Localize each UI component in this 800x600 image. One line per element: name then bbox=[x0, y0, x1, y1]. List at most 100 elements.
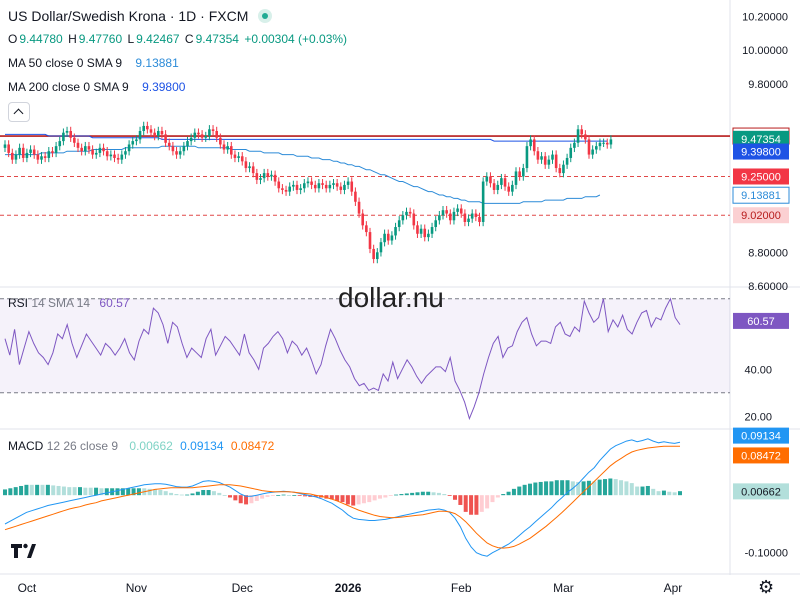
macd-histogram-bar bbox=[517, 486, 522, 496]
candle-body bbox=[470, 213, 474, 219]
macd-value-tag-label: 0.00662 bbox=[741, 486, 781, 498]
candle-body bbox=[54, 146, 58, 153]
rsi-value-tag-label: 60.57 bbox=[747, 316, 775, 328]
macd-histogram-bar bbox=[463, 495, 468, 512]
macd-histogram-bar bbox=[78, 487, 82, 496]
macd-histogram-bar bbox=[335, 495, 340, 501]
candle-body bbox=[40, 156, 43, 160]
price-tag bbox=[733, 168, 789, 185]
macd-histogram-bar bbox=[281, 494, 286, 496]
candle-body bbox=[266, 173, 270, 177]
macd-histogram-bar bbox=[656, 491, 661, 496]
candle-body bbox=[240, 156, 244, 162]
open-value: 9.44780 bbox=[19, 32, 63, 46]
macd-histogram-bar bbox=[270, 495, 275, 496]
macd-histogram-bar bbox=[479, 495, 484, 512]
candle-body bbox=[80, 147, 83, 152]
price-tick-label: 9.80000 bbox=[748, 79, 788, 91]
macd-histogram-bar bbox=[619, 480, 624, 496]
candle-body bbox=[419, 228, 423, 234]
macd-histogram-bar bbox=[372, 495, 377, 501]
macd-histogram-bar bbox=[490, 495, 495, 503]
candle-body bbox=[317, 183, 321, 189]
macd-histogram-bar bbox=[603, 479, 607, 496]
low-label: L bbox=[127, 32, 135, 46]
candle-body bbox=[189, 137, 193, 142]
macd-histogram-bar bbox=[72, 487, 77, 496]
candle-body bbox=[171, 146, 175, 152]
candle-body bbox=[591, 149, 594, 155]
macd-histogram-bar bbox=[378, 495, 382, 499]
chart-settings-gear-icon[interactable]: ⚙ bbox=[758, 577, 775, 597]
macd-histogram-bar bbox=[624, 481, 629, 496]
candle-body bbox=[540, 156, 543, 160]
candle-body bbox=[361, 213, 364, 226]
x-tick-label: Feb bbox=[451, 581, 472, 595]
candle-body bbox=[149, 129, 153, 133]
macd-histogram-bar bbox=[324, 495, 329, 499]
candle-body bbox=[109, 154, 113, 157]
candle-body bbox=[449, 213, 452, 221]
candle-body bbox=[489, 176, 492, 184]
candle-body bbox=[178, 151, 182, 155]
price-tags: 9.490009.473549.398009.250009.138819.020… bbox=[732, 127, 790, 500]
macd-histogram-bar bbox=[201, 490, 206, 496]
macd-histogram-bar bbox=[244, 495, 249, 505]
macd-histogram-bar bbox=[99, 488, 104, 496]
macd-histogram-bar bbox=[169, 492, 174, 496]
candle-body bbox=[197, 132, 200, 135]
ma200-legend[interactable]: MA 200 close 0 SMA 9 9.39800 bbox=[8, 80, 187, 94]
candle-body bbox=[598, 142, 602, 147]
ma50-legend[interactable]: MA 50 close 0 SMA 9 9.13881 bbox=[8, 56, 181, 70]
macd-histogram-bar bbox=[265, 495, 270, 497]
candle-body bbox=[29, 149, 32, 153]
macd-histogram-bar bbox=[297, 495, 302, 496]
candle-body bbox=[248, 166, 251, 169]
candle-body bbox=[3, 144, 7, 148]
price-tag-label: 9.39800 bbox=[741, 147, 781, 159]
candle-body bbox=[445, 210, 448, 214]
candle-body bbox=[288, 186, 291, 192]
rsi-line bbox=[4, 297, 681, 421]
macd-histogram-bar bbox=[522, 484, 527, 496]
macd-legend[interactable]: MACD 12 26 close 9 0.00662 0.09134 0.084… bbox=[8, 439, 274, 453]
macd-histogram-bar bbox=[404, 493, 409, 496]
symbol-title-text: US Dollar/Swedish Krona · 1D · FXCM bbox=[8, 8, 249, 24]
candle-body bbox=[127, 144, 131, 152]
macd-histogram-bar bbox=[661, 490, 666, 496]
macd-histogram-bar bbox=[544, 481, 549, 496]
candle-body bbox=[346, 181, 350, 185]
candle-body bbox=[332, 183, 335, 185]
rsi-legend[interactable]: RSI 14 SMA 14 60.57 bbox=[8, 296, 129, 310]
macd-histogram-bar bbox=[206, 490, 211, 496]
candle-body bbox=[452, 211, 456, 221]
macd-histogram-bar bbox=[576, 481, 581, 496]
x-tick-label: Nov bbox=[126, 581, 147, 595]
price-tag-label: 9.47354 bbox=[741, 134, 781, 146]
candle-body bbox=[430, 227, 434, 234]
macd-value-tag bbox=[733, 447, 789, 464]
macd-histogram-bar bbox=[292, 495, 297, 496]
candle-body bbox=[193, 132, 197, 138]
candle-body bbox=[467, 218, 470, 222]
candle-body bbox=[397, 220, 401, 228]
candle-body bbox=[306, 181, 310, 184]
candle-body bbox=[47, 151, 51, 158]
candle-body bbox=[208, 129, 211, 137]
candle-body bbox=[244, 161, 248, 169]
grid bbox=[0, 0, 800, 575]
collapse-legend-button[interactable] bbox=[8, 102, 30, 122]
rsi-value-tag bbox=[733, 312, 789, 329]
symbol-title[interactable]: US Dollar/Swedish Krona · 1D · FXCM bbox=[8, 8, 274, 24]
candle-body bbox=[438, 215, 441, 221]
macd-histogram-bar bbox=[24, 484, 29, 496]
low-value: 9.42467 bbox=[136, 32, 180, 46]
macd-histogram-bar bbox=[447, 495, 452, 496]
candle-body bbox=[153, 132, 156, 137]
tradingview-logo-icon[interactable] bbox=[10, 540, 36, 560]
candle-body bbox=[120, 154, 124, 160]
candle-body bbox=[405, 211, 408, 216]
candle-body bbox=[7, 144, 10, 153]
candle-body bbox=[116, 157, 120, 160]
